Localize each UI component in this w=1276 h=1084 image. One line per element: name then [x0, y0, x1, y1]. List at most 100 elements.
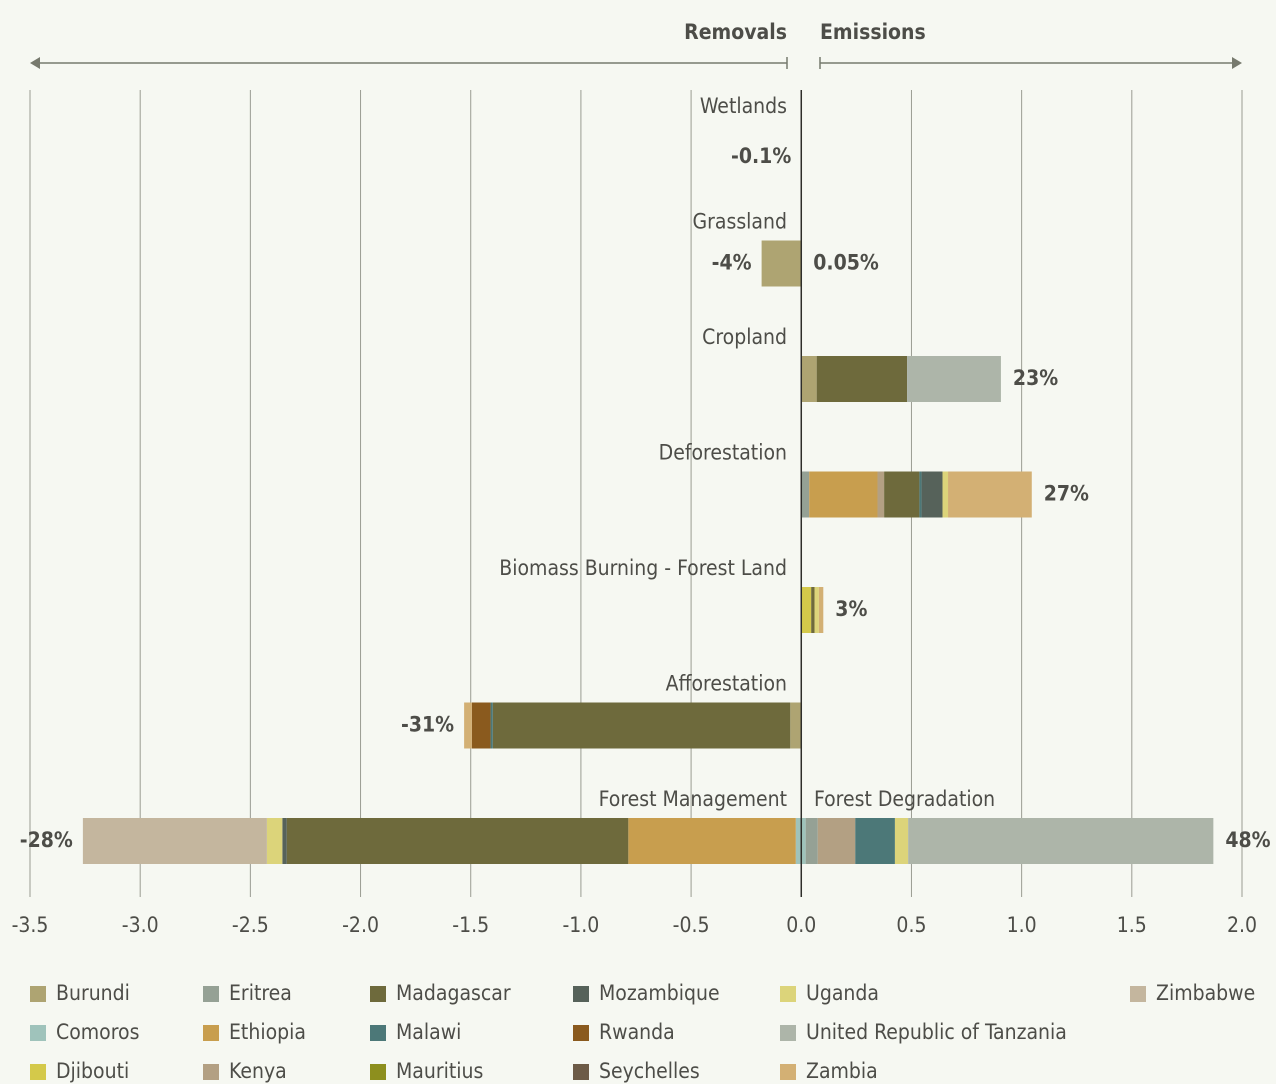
- bar-segment: [855, 818, 895, 864]
- legend-label: Mauritius: [396, 1059, 483, 1083]
- share-label: -31%: [401, 713, 454, 737]
- share-label: 3%: [835, 597, 867, 621]
- bar-segment: [884, 471, 920, 518]
- bar-segment: [942, 471, 949, 518]
- bar-segment: [286, 818, 629, 864]
- bar-segment: [795, 818, 802, 864]
- x-tick-label: -1.0: [562, 913, 599, 937]
- x-tick-label: 2.0: [1227, 913, 1257, 937]
- legend-swatch: [780, 986, 796, 1002]
- bar-segment: [82, 818, 267, 864]
- bar-segment: [818, 587, 824, 633]
- legend-swatch: [30, 1064, 46, 1080]
- bar-segment: [761, 240, 802, 287]
- legend-swatch: [203, 1064, 219, 1080]
- legend-label: Rwanda: [599, 1020, 675, 1044]
- emissions-arrowhead: [1232, 57, 1242, 69]
- category-label: Afforestation: [666, 672, 787, 696]
- legend-label: United Republic of Tanzania: [806, 1020, 1067, 1044]
- legend-swatch: [30, 986, 46, 1002]
- share-label: 0.05%: [813, 251, 879, 275]
- x-tick-label: -3.5: [12, 913, 49, 937]
- bar-segment: [817, 818, 856, 864]
- category-label: Cropland: [702, 325, 787, 349]
- bar-segment: [921, 471, 943, 518]
- bar-segment: [490, 702, 493, 749]
- category-label: Deforestation: [659, 441, 787, 465]
- bar-segment: [471, 702, 491, 749]
- legend-label: Zimbabwe: [1156, 981, 1255, 1005]
- bar-segment: [492, 702, 791, 749]
- legend-swatch: [573, 986, 589, 1002]
- legend-label: Uganda: [806, 981, 879, 1005]
- legend-swatch: [203, 986, 219, 1002]
- bar-segment: [801, 471, 810, 518]
- bar-segment: [628, 818, 796, 864]
- removals-arrowhead: [30, 57, 40, 69]
- bar-segment: [801, 818, 806, 864]
- legend-label: Ethiopia: [229, 1020, 306, 1044]
- bar-segment: [464, 702, 472, 749]
- legend-swatch: [30, 1025, 46, 1041]
- legend-swatch: [573, 1025, 589, 1041]
- legend-label: Mozambique: [599, 981, 720, 1005]
- x-tick-label: 0.5: [896, 913, 926, 937]
- bar-segment: [266, 818, 283, 864]
- legend-label: Zambia: [806, 1059, 878, 1083]
- bar-segment: [948, 471, 1032, 518]
- category-label: Forest Management: [599, 787, 787, 811]
- x-tick-label: -3.0: [122, 913, 159, 937]
- x-tick-label: -2.0: [342, 913, 379, 937]
- legend-label: Madagascar: [396, 981, 511, 1005]
- bar-segment: [801, 587, 812, 633]
- bar-segment: [282, 818, 287, 864]
- legend-label: Comoros: [56, 1020, 139, 1044]
- legend-label: Seychelles: [599, 1059, 700, 1083]
- x-tick-label: 1.0: [1007, 913, 1037, 937]
- legend-swatch: [573, 1064, 589, 1080]
- bar-segment: [809, 471, 878, 518]
- legend-swatch: [370, 1025, 386, 1041]
- bar-segment: [816, 356, 908, 402]
- x-tick-label: -2.5: [232, 913, 269, 937]
- category-label: Forest Degradation: [814, 787, 995, 811]
- legend-label: Kenya: [229, 1059, 287, 1083]
- emissions-heading: Emissions: [820, 20, 926, 44]
- category-label: Grassland: [693, 210, 787, 234]
- share-label: -28%: [20, 828, 73, 852]
- category-label: Wetlands: [700, 94, 787, 118]
- share-label: -0.1%: [731, 144, 791, 168]
- legend-swatch: [370, 1064, 386, 1080]
- legend-label: Djibouti: [56, 1059, 129, 1083]
- removals-heading: Removals: [684, 20, 787, 44]
- legend-swatch: [203, 1025, 219, 1041]
- legend-swatch: [1130, 986, 1146, 1002]
- category-label: Biomass Burning - Forest Land: [499, 556, 787, 580]
- x-tick-label: 1.5: [1117, 913, 1147, 937]
- share-label: 23%: [1013, 366, 1058, 390]
- bar-segment: [814, 587, 819, 633]
- bar-segment: [790, 702, 802, 749]
- legend-swatch: [780, 1064, 796, 1080]
- bar-segment: [877, 471, 885, 518]
- bar-segment: [811, 587, 815, 633]
- legend-swatch: [780, 1025, 796, 1041]
- direction-arrows: [30, 57, 1242, 69]
- x-tick-label: -0.5: [673, 913, 710, 937]
- x-tick-label: 0.0: [786, 913, 816, 937]
- legend-swatch: [370, 986, 386, 1002]
- legend-label: Eritrea: [229, 981, 292, 1005]
- share-label: -4%: [712, 251, 752, 275]
- bar-segment: [801, 356, 817, 402]
- share-label: 48%: [1225, 828, 1270, 852]
- bar-segment: [919, 471, 922, 518]
- legend-label: Burundi: [56, 981, 130, 1005]
- bar-segment: [908, 818, 1214, 864]
- bar-segment: [894, 818, 909, 864]
- legend-label: Malawi: [396, 1020, 461, 1044]
- bar-segment: [805, 818, 818, 864]
- x-tick-label: -1.5: [452, 913, 489, 937]
- share-label: 27%: [1044, 482, 1089, 506]
